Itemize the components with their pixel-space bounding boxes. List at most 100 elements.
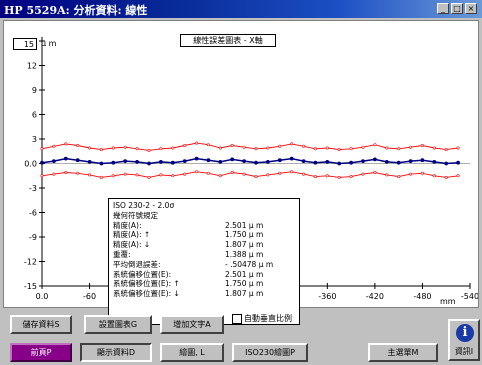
data-point xyxy=(457,161,460,164)
data-point xyxy=(445,162,448,165)
data-point xyxy=(243,146,245,148)
data-point xyxy=(445,176,447,178)
legend-row-value: 1.807 μ m xyxy=(225,289,263,299)
data-point xyxy=(65,171,67,173)
legend-subheader: 幾何符號規定 xyxy=(113,211,295,221)
data-point xyxy=(314,161,317,164)
data-point xyxy=(160,174,162,176)
info-icon: i xyxy=(456,324,474,342)
legend-row: 系統偏移位置(E): ↑ 1.750 μ m xyxy=(113,279,295,289)
data-point xyxy=(243,160,246,163)
data-point xyxy=(338,162,341,165)
show-data-button[interactable]: 顯示資料D xyxy=(80,343,152,362)
data-point xyxy=(386,174,388,176)
legend-row-label: 系統偏移位置(E): xyxy=(113,270,171,280)
legend-row-label: 精度(A): ↑ xyxy=(113,230,150,240)
x-tick-label: -360 xyxy=(318,292,336,301)
legend-row: 系統偏移位置(E): ↓ 1.807 μ m xyxy=(113,289,295,299)
data-point xyxy=(291,143,293,145)
data-point xyxy=(124,160,127,163)
y-tick-label: -12 xyxy=(24,258,37,267)
y-max-field[interactable]: 15 xyxy=(13,38,37,50)
data-point xyxy=(386,147,388,149)
x-tick-label: -540 xyxy=(461,292,478,301)
data-point xyxy=(302,145,304,147)
data-point xyxy=(279,172,281,174)
data-point xyxy=(77,144,79,146)
data-point xyxy=(172,175,174,177)
data-point xyxy=(148,149,150,151)
data-point xyxy=(53,173,55,175)
data-point xyxy=(267,147,269,149)
data-point xyxy=(171,161,174,164)
data-point xyxy=(266,160,269,163)
x-tick-label: 0.0 xyxy=(36,292,49,301)
data-point xyxy=(445,148,447,150)
plot-button[interactable]: 繪圖, L xyxy=(160,343,224,362)
data-point xyxy=(421,159,424,162)
y-tick-label: 9 xyxy=(32,86,37,95)
data-point xyxy=(361,160,364,163)
data-point xyxy=(290,157,293,160)
data-point xyxy=(231,158,234,161)
prev-page-button[interactable]: 前頁P xyxy=(10,343,72,362)
legend-row: 系統偏移位置(E): 2.501 μ m xyxy=(113,270,295,280)
legend-row-value: 1.388 μ m xyxy=(225,250,263,260)
title-bar[interactable]: HP 5529A: 分析資料: 線性 _ □ × xyxy=(0,0,482,18)
y-tick-label: -15 xyxy=(24,282,37,291)
data-point xyxy=(53,145,55,147)
statistics-legend: ISO 230-2 - 2.0σ 幾何符號規定 精度(A): 2.501 μ m … xyxy=(108,198,300,325)
minimize-button[interactable]: _ xyxy=(437,3,449,14)
save-data-button[interactable]: 儲存資料S xyxy=(10,315,72,334)
data-point xyxy=(112,147,114,149)
data-point xyxy=(314,148,316,150)
data-point xyxy=(100,162,103,165)
data-point xyxy=(433,160,436,163)
data-point xyxy=(314,175,316,177)
data-point xyxy=(112,161,115,164)
data-point xyxy=(41,148,43,150)
main-menu-button[interactable]: 主選單M xyxy=(368,343,438,362)
series-line xyxy=(42,159,458,164)
checkbox-box[interactable] xyxy=(232,314,242,324)
data-point xyxy=(350,148,352,150)
auto-scale-label: 自動垂直比例 xyxy=(244,314,292,323)
legend-header: ISO 230-2 - 2.0σ xyxy=(113,201,295,211)
data-point xyxy=(64,157,67,160)
data-point xyxy=(65,143,67,145)
data-point xyxy=(338,148,340,150)
series-line xyxy=(42,172,458,178)
data-point xyxy=(291,171,293,173)
add-text-button[interactable]: 增加文字A xyxy=(160,315,224,334)
maximize-button[interactable]: □ xyxy=(451,3,463,14)
legend-row-label: 系統偏移位置(E): ↑ xyxy=(113,279,180,289)
data-point xyxy=(184,173,186,175)
data-point xyxy=(172,147,174,149)
data-point xyxy=(374,144,376,146)
legend-row-value: - .50478 μ m xyxy=(225,260,273,270)
data-point xyxy=(136,160,139,163)
data-point xyxy=(219,147,221,149)
info-button[interactable]: i 資訊I xyxy=(448,319,480,361)
data-point xyxy=(409,173,411,175)
legend-row-label: 精度(A): xyxy=(113,221,142,231)
auto-scale-checkbox[interactable]: 自動垂直比例 xyxy=(232,313,292,324)
data-point xyxy=(362,146,364,148)
data-point xyxy=(457,175,459,177)
data-point xyxy=(279,145,281,147)
data-point xyxy=(195,171,197,173)
info-label: 資訊I xyxy=(450,346,478,357)
data-point xyxy=(243,173,245,175)
series-line xyxy=(42,143,458,150)
legend-row: 平均倒退誤差: - .50478 μ m xyxy=(113,260,295,270)
x-tick-label: -480 xyxy=(413,292,431,301)
x-tick-label: -420 xyxy=(366,292,384,301)
legend-row-label: 重覆: xyxy=(113,250,131,260)
close-button[interactable]: × xyxy=(465,3,477,14)
data-point xyxy=(219,175,221,177)
chart-settings-button[interactable]: 設置圖表G xyxy=(84,315,152,334)
data-point xyxy=(100,176,102,178)
iso230-plot-button[interactable]: ISO230繪圖P xyxy=(232,343,308,362)
data-point xyxy=(362,173,364,175)
